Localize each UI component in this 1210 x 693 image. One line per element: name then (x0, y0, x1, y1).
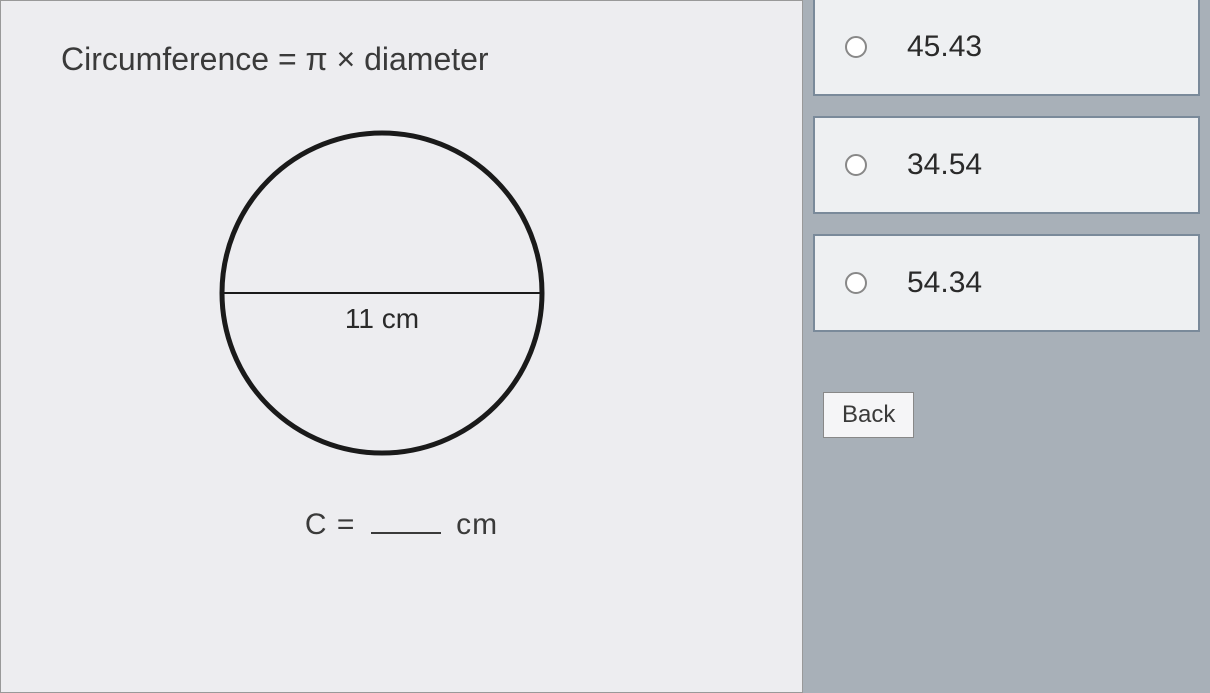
answers-panel: 45.43 34.54 54.34 Back (803, 0, 1210, 693)
diameter-label: 11 cm (344, 303, 418, 334)
back-button[interactable]: Back (823, 392, 914, 438)
answer-option-2[interactable]: 54.34 (813, 234, 1200, 332)
circle-diagram: 11 cm C = cm (61, 118, 742, 542)
answer-option-0[interactable]: 45.43 (813, 0, 1200, 96)
radio-icon (845, 154, 867, 176)
answer-unit: cm (456, 508, 498, 541)
answer-option-1[interactable]: 34.54 (813, 116, 1200, 214)
radio-icon (845, 272, 867, 294)
answer-option-label: 54.34 (907, 266, 982, 300)
answer-prefix: C = (305, 508, 356, 541)
radio-icon (845, 36, 867, 58)
circle-svg: 11 cm (182, 118, 582, 478)
answer-option-label: 34.54 (907, 148, 982, 182)
question-panel: Circumference = π × diameter 11 cm C = c… (0, 0, 803, 693)
answer-prompt: C = cm (305, 508, 498, 542)
answer-option-label: 45.43 (907, 30, 982, 64)
formula-text: Circumference = π × diameter (61, 41, 742, 78)
answer-blank (371, 532, 441, 534)
